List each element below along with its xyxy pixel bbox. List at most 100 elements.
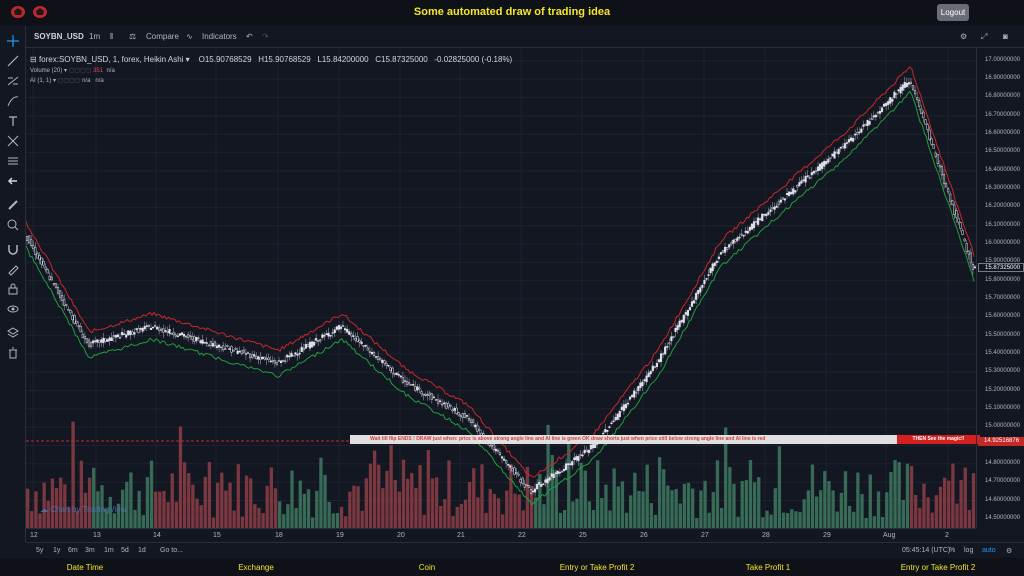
candle-body: [788, 191, 791, 197]
volume-bar: [769, 514, 773, 528]
volume-bar: [75, 510, 79, 528]
zoom-icon[interactable]: [6, 218, 20, 232]
candle-body: [474, 424, 477, 428]
volume-bar: [765, 510, 769, 528]
time-tick-label: 19: [336, 532, 344, 539]
percent-toggle[interactable]: %: [949, 547, 956, 554]
settings-icon[interactable]: ⚙: [1006, 548, 1013, 555]
logout-button[interactable]: Logout: [937, 4, 969, 21]
chart-type-icon[interactable]: ⫴: [110, 32, 114, 41]
candle-body: [581, 454, 584, 457]
drawing-mode-icon[interactable]: [6, 262, 20, 276]
candle-body: [560, 470, 564, 473]
chart-canvas[interactable]: [25, 48, 977, 528]
prediction-icon[interactable]: [6, 154, 20, 168]
redo-icon[interactable]: ↷: [262, 32, 269, 41]
text-icon[interactable]: [6, 114, 20, 128]
volume-label[interactable]: Volume (20): [30, 68, 63, 74]
volume-bar: [249, 478, 253, 528]
candle-body: [30, 239, 33, 247]
candle-body: [930, 138, 933, 145]
dropdown-icon[interactable]: ▾: [185, 55, 192, 64]
ruler-icon[interactable]: [6, 198, 20, 212]
watermark[interactable]: ☁ Chart by TradingView: [40, 505, 127, 514]
candle-body: [469, 419, 473, 424]
dropdown-icon[interactable]: ▾: [53, 78, 58, 84]
settings-icon[interactable]: ⚙: [960, 32, 968, 41]
candle-body: [831, 153, 834, 157]
candle-body: [641, 381, 644, 387]
candle-body: [779, 199, 782, 203]
candle-body: [507, 464, 510, 466]
pattern-icon[interactable]: [6, 134, 20, 148]
candle-body: [228, 348, 231, 350]
candle-body: [554, 472, 557, 474]
candle-body: [249, 353, 252, 359]
volume-bar: [637, 491, 641, 528]
trend-line-icon[interactable]: [6, 54, 20, 68]
dropdown-icon[interactable]: ▾: [64, 68, 69, 74]
fullscreen-icon[interactable]: ⤢: [981, 32, 988, 41]
candle-body: [707, 274, 710, 276]
undo-icon[interactable]: ↶: [246, 32, 253, 41]
range-5d[interactable]: 5d: [121, 547, 129, 554]
interval-selector[interactable]: 1m: [89, 32, 101, 41]
candle-body: [717, 256, 720, 259]
range-1d[interactable]: 1d: [138, 547, 146, 554]
candle-body: [89, 342, 93, 347]
candle-body: [668, 342, 671, 345]
price-tick-label: 15.40000000: [985, 349, 1021, 356]
legend-menu-icon[interactable]: ⊟: [30, 55, 39, 64]
candle-body: [313, 341, 316, 346]
camera-icon[interactable]: ◙: [1003, 32, 1008, 41]
legend-buttons[interactable]: ▢▢▢▢: [68, 68, 92, 74]
brush-icon[interactable]: [6, 94, 20, 108]
range-1y[interactable]: 1y: [53, 547, 61, 554]
indicators-icon[interactable]: ∿: [186, 32, 193, 41]
volume-bar: [562, 509, 567, 528]
time-axis[interactable]: 12 13 14 15 18 19 20 21 22 25 26 27 28 29 Aug 2: [26, 528, 976, 542]
indicators-button[interactable]: Indicators: [202, 32, 237, 41]
crosshair-icon[interactable]: [6, 34, 20, 48]
legend-buttons[interactable]: ▢▢▢▢: [57, 78, 81, 84]
arrow-left-icon[interactable]: [6, 174, 20, 188]
ai-label[interactable]: AI (1, 1): [30, 78, 52, 84]
compare-button[interactable]: Compare: [146, 32, 179, 41]
candle-body: [412, 383, 415, 386]
candle-body: [740, 233, 743, 236]
candle-body: [397, 374, 400, 376]
legend-ai: AI (1, 1) ▾ ▢▢▢▢ n/a n/a: [30, 77, 104, 84]
legend-low: L15.84200000: [317, 55, 369, 64]
candle-body: [693, 300, 696, 304]
utc-clock[interactable]: 05:45:14 (UTC): [902, 547, 951, 554]
volume-bar: [839, 492, 843, 528]
lock-icon[interactable]: [6, 282, 20, 296]
candle-body: [348, 331, 351, 335]
price-chart[interactable]: ⊟ forex:SOYBN_USD, 1, forex, Heikin Ashi…: [25, 48, 977, 528]
price-axis[interactable]: 17.00000000 16.90000000 16.80000000 16.7000…: [976, 48, 1024, 528]
goto-button[interactable]: Go to...: [160, 547, 183, 554]
volume-bar: [265, 485, 269, 528]
range-6m[interactable]: 6m: [68, 547, 78, 554]
legend-symbol[interactable]: forex:SOYBN_USD, 1, forex, Heikin Ashi: [38, 55, 184, 64]
volume-bar: [253, 504, 257, 528]
trash-icon[interactable]: [6, 346, 20, 360]
symbol-search[interactable]: SOYBN_USD: [34, 32, 84, 41]
log-toggle[interactable]: log: [964, 547, 974, 554]
magnet-icon[interactable]: [6, 242, 20, 256]
candle-body: [583, 449, 586, 454]
eye-icon[interactable]: [6, 302, 20, 316]
trading-idea-banner: Wait till flip ENDS ! DRAW just when: pr…: [350, 435, 980, 444]
range-3m[interactable]: 3m: [85, 547, 95, 554]
fib-icon[interactable]: [6, 74, 20, 88]
range-5y[interactable]: 5y: [36, 547, 44, 554]
compare-icon[interactable]: ⚖: [129, 32, 137, 41]
range-1m[interactable]: 1m: [104, 547, 114, 554]
volume-bar: [137, 490, 141, 528]
candle-body: [564, 463, 568, 471]
volume-bar: [798, 511, 802, 528]
layers-icon[interactable]: [6, 326, 20, 340]
volume-bar: [732, 483, 736, 528]
auto-toggle[interactable]: auto: [982, 547, 996, 554]
volume-bar: [195, 498, 199, 528]
